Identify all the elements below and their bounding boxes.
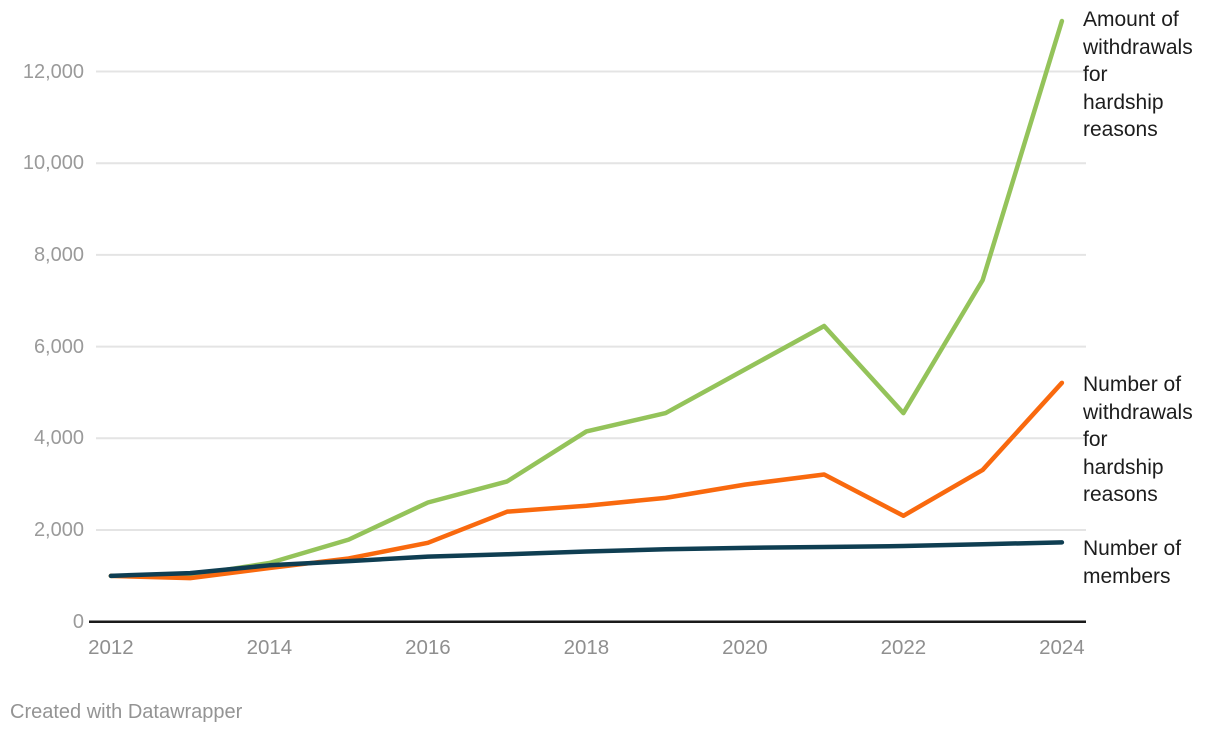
x-tick-label-2018: 2018 (563, 636, 610, 659)
y-tick-label-0: 0 (72, 610, 84, 633)
y-tick-label-2000: 2,000 (33, 519, 84, 541)
x-tick-label-2012: 2012 (88, 636, 134, 659)
attribution-text: Created with Datawrapper (10, 701, 243, 723)
y-tick-label-8000: 8,000 (33, 243, 84, 266)
series-label-number-of-members: Number of members (1083, 537, 1182, 588)
x-tick-label-2022: 2022 (880, 636, 927, 659)
y-tick-label-4000: 4,000 (33, 427, 84, 450)
y-tick-label-6000: 6,000 (33, 335, 84, 358)
line-number-of-withdrawals-for-hardship-reasons (108, 380, 1065, 581)
x-tick-label-2020: 2020 (722, 636, 768, 659)
x-tick-label-2016: 2016 (405, 636, 451, 659)
y-tick-label-10000: 10,000 (22, 152, 84, 175)
series-label-amount-of-withdrawals-for-hardship-reasons: Amount of withdrawals for hardship reaso… (1083, 8, 1193, 141)
line-amount-of-withdrawals-for-hardship-reasons (108, 18, 1065, 579)
x-tick-label-2024: 2024 (1039, 636, 1085, 659)
series-label-number-of-withdrawals-for-hardship-reasons: Number of withdrawals for hardship reaso… (1083, 373, 1193, 506)
y-tick-label-12000: 12,000 (22, 60, 84, 83)
x-tick-label-2014: 2014 (246, 636, 293, 659)
line-number-of-members (108, 540, 1065, 579)
